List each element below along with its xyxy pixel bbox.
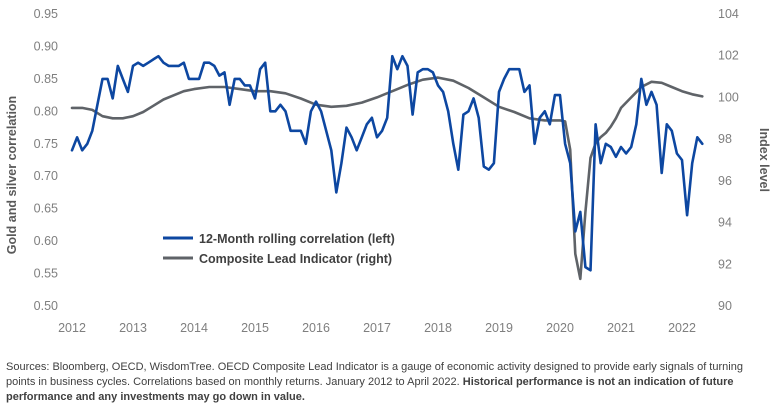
right-axis-title: Index level (757, 128, 771, 192)
right-tick-label: 94 (718, 216, 732, 230)
x-tick-label: 2019 (485, 321, 513, 335)
left-tick-label: 0.50 (34, 299, 58, 313)
left-tick-label: 0.60 (34, 234, 58, 248)
right-tick-label: 92 (718, 257, 732, 271)
right-tick-label: 96 (718, 174, 732, 188)
legend-label-cli: Composite Lead Indicator (right) (199, 252, 392, 266)
footnote-text: Sources: Bloomberg, OECD, WisdomTree. OE… (6, 361, 743, 388)
x-tick-label: 2013 (119, 321, 147, 335)
x-tick-label: 2020 (546, 321, 574, 335)
left-tick-label: 0.85 (34, 72, 58, 86)
dual-axis-line-chart: Gold and silver correlation Index level … (5, 7, 771, 335)
x-tick-label: 2018 (424, 321, 452, 335)
series-layer (70, 54, 704, 281)
left-tick-label: 0.90 (34, 39, 58, 53)
left-tick-label: 0.95 (34, 7, 58, 21)
left-tick-label: 0.65 (34, 202, 58, 216)
right-tick-label: 102 (718, 49, 739, 63)
chart-footnote: Sources: Bloomberg, OECD, WisdomTree. OE… (6, 360, 766, 405)
left-tick-label: 0.75 (34, 137, 58, 151)
footnote-disclaimer: Historical performance is not an indicat… (6, 376, 734, 403)
right-tick-label: 100 (718, 90, 739, 104)
left-tick-label: 0.55 (34, 267, 58, 281)
legend-label-correlation: 12-Month rolling correlation (left) (199, 232, 395, 246)
series-line-correlation (70, 54, 704, 272)
right-tick-label: 90 (718, 299, 732, 313)
left-tick-label: 0.70 (34, 169, 58, 183)
left-axis-title: Gold and silver correlation (5, 96, 19, 254)
x-tick-label: 2017 (363, 321, 391, 335)
x-axis-ticks: 2012 2013 2014 2015 2016 2017 2018 2019 2020 2021… (58, 321, 696, 335)
x-tick-label: 2012 (58, 321, 86, 335)
left-tick-label: 0.80 (34, 104, 58, 118)
legend: 12-Month rolling correlation (left) Comp… (163, 232, 395, 266)
x-tick-label: 2014 (180, 321, 208, 335)
series-line-cli (70, 76, 704, 281)
x-tick-label: 2016 (302, 321, 330, 335)
right-tick-label: 104 (718, 7, 739, 21)
right-tick-label: 98 (718, 132, 732, 146)
left-axis-ticks: 0.95 0.90 0.85 0.80 0.75 0.70 0.65 0.60 0.55 0.50 (34, 7, 58, 313)
right-axis-ticks: 104 102 100 98 96 94 92 90 (718, 7, 739, 313)
x-tick-label: 2015 (241, 321, 269, 335)
x-tick-label: 2022 (668, 321, 696, 335)
x-tick-label: 2021 (607, 321, 635, 335)
